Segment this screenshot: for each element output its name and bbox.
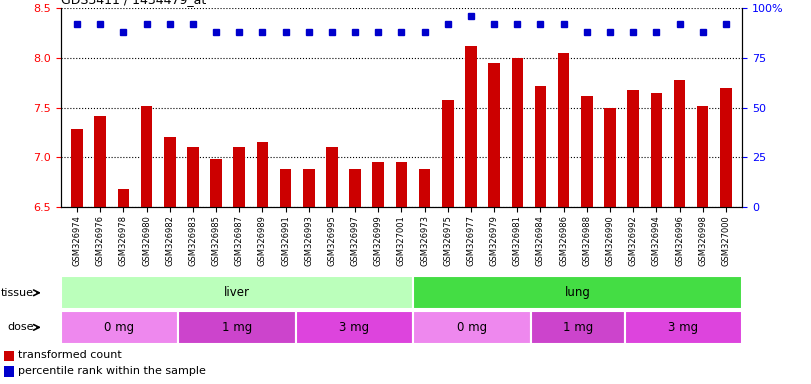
Bar [280, 169, 291, 384]
Text: tissue: tissue [1, 288, 33, 298]
Text: liver: liver [224, 286, 250, 299]
Bar [71, 129, 83, 384]
Text: 3 mg: 3 mg [668, 321, 698, 334]
Bar [187, 147, 199, 384]
Bar [558, 53, 569, 384]
Text: 0 mg: 0 mg [105, 321, 135, 334]
Bar [118, 189, 129, 384]
Bar [61, 311, 178, 344]
Bar [396, 162, 407, 384]
Bar [350, 169, 361, 384]
Bar [4, 351, 15, 361]
Bar [178, 311, 296, 344]
Bar [488, 63, 500, 384]
Bar [164, 137, 175, 384]
Bar [674, 79, 685, 384]
Bar [234, 147, 245, 384]
Bar [650, 93, 662, 384]
Bar [296, 311, 413, 344]
Bar [442, 99, 453, 384]
Bar [94, 116, 106, 384]
Bar [418, 169, 431, 384]
Bar [303, 169, 315, 384]
Bar [413, 311, 530, 344]
Bar [628, 89, 639, 384]
Bar [256, 142, 268, 384]
Text: 1 mg: 1 mg [563, 321, 593, 334]
Text: percentile rank within the sample: percentile rank within the sample [18, 366, 206, 376]
Bar [210, 159, 222, 384]
Bar [141, 106, 152, 384]
Bar [326, 147, 337, 384]
Bar [61, 276, 413, 309]
Text: 3 mg: 3 mg [339, 321, 370, 334]
Text: 0 mg: 0 mg [457, 321, 487, 334]
Bar [604, 108, 616, 384]
Bar [534, 86, 547, 384]
Bar [466, 46, 477, 384]
Bar [581, 96, 593, 384]
Bar [372, 162, 384, 384]
Bar [512, 58, 523, 384]
Text: lung: lung [564, 286, 590, 299]
Text: 1 mg: 1 mg [222, 321, 252, 334]
Text: transformed count: transformed count [18, 350, 122, 360]
Bar [720, 88, 732, 384]
Text: GDS3411 / 1434479_at: GDS3411 / 1434479_at [61, 0, 206, 7]
Bar [530, 311, 624, 344]
Bar [4, 366, 15, 377]
Bar [413, 276, 742, 309]
Bar [624, 311, 742, 344]
Text: dose: dose [7, 322, 33, 333]
Bar [697, 106, 709, 384]
